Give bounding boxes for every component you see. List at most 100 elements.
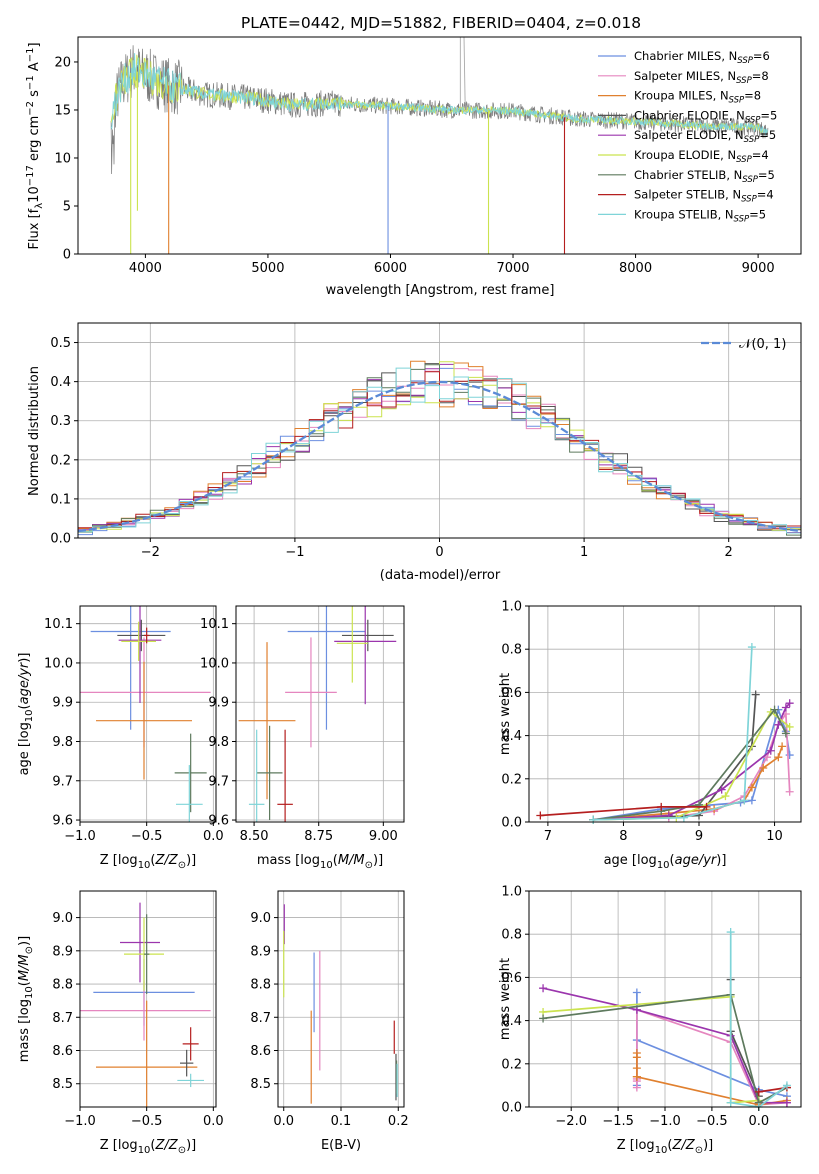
legend-label: Kroupa ELODIE, NSSP=4 (634, 148, 769, 165)
y-tick-label: 9.7 (52, 774, 73, 789)
weight-marker-salpeter_elodie (539, 984, 548, 993)
y-axis-label-part: ( (17, 704, 32, 709)
y-tick-label: 0.2 (501, 1057, 522, 1072)
legend-label-tail: =6 (753, 49, 770, 63)
weight-marker-kroupa_miles (632, 1072, 641, 1081)
y-tick-label: 0.2 (50, 453, 71, 468)
gaussian-curve (77, 380, 802, 533)
x-axis-label-part: ( (150, 1138, 155, 1153)
legend-label-main: Chabrier MILES, N (634, 49, 737, 63)
x-tick-label: 7000 (496, 261, 529, 276)
y-axis-label-part: λ (34, 203, 45, 209)
x-axis-label-part: ⊙ (178, 860, 186, 871)
y-tick-label: 9.0 (250, 911, 271, 926)
legend-label-sub: SSP (741, 195, 757, 205)
halpha-spike (459, 36, 466, 110)
y-tick-label: 20 (54, 55, 71, 70)
legend-label: Kroupa MILES, NSSP=8 (634, 89, 761, 106)
legend-label-sub: SSP (745, 115, 761, 125)
weight-marker-kroupa_stelib (589, 815, 598, 824)
x-tick-label: 8 (619, 829, 627, 844)
axes-frame (79, 605, 217, 823)
x-axis-label: wavelength [Angstrom, rest frame] (326, 283, 555, 298)
legend-label-main: Kroupa STELIB, N (634, 207, 734, 221)
x-axis-label-part: )] (716, 853, 726, 868)
legend-label-sub: SSP (744, 135, 760, 145)
legend-label: Kroupa STELIB, NSSP=5 (634, 207, 766, 224)
y-tick-label: 15 (54, 103, 71, 118)
figure-title: PLATE=0442, MJD=51882, FIBERID=0404, z=0… (241, 14, 641, 32)
y-tick-label: 10 (54, 151, 71, 166)
weight-marker-chabrier_stelib (539, 1014, 548, 1023)
weight-marker-kroupa_miles (778, 742, 787, 751)
x-axis-label-part: Z [log (100, 1138, 138, 1153)
y-tick-label: 8.7 (52, 1011, 73, 1026)
y-tick-label: 0.1 (50, 492, 71, 507)
legend-label-main: Kroupa ELODIE, N (634, 148, 736, 162)
legend-label-sub: SSP (736, 76, 752, 86)
y-tick-label: 8.9 (52, 944, 73, 959)
y-tick-label: 0.2 (501, 772, 522, 787)
x-tick-label: 7 (544, 829, 552, 844)
x-axis-label: age [log10(age/yr)] (604, 853, 727, 871)
y-tick-label: 0.8 (501, 643, 522, 658)
y-axis-label-part: age [log (17, 722, 32, 775)
legend-label-sub: SSP (736, 155, 752, 165)
y-tick-label: 9.8 (52, 735, 73, 750)
y-axis-label-part: 10 (27, 186, 42, 203)
weight-marker-kroupa_miles (774, 753, 783, 762)
weight-marker-kroupa_elodie (785, 722, 794, 731)
legend-label-tail: =5 (759, 128, 776, 142)
weight-marker-kroupa_miles (632, 1049, 641, 1057)
x-tick-label: −1.0 (64, 1114, 96, 1129)
weight-marker-salpeter_elodie (782, 1098, 791, 1107)
y-tick-label: 8.6 (250, 1044, 271, 1059)
x-tick-label: 9.00 (369, 829, 398, 844)
x-axis-label-part: age/yr (675, 853, 718, 868)
x-tick-label: 9000 (742, 261, 775, 276)
x-tick-label: −2 (141, 545, 160, 560)
y-tick-label: 0.0 (501, 816, 522, 831)
y-tick-label: 9.6 (208, 814, 229, 829)
x-tick-label: 0.0 (748, 1114, 769, 1129)
x-tick-label: 8.50 (240, 829, 269, 844)
legend-label-sub: SSP (734, 214, 750, 224)
x-tick-label: −1.5 (602, 1114, 634, 1129)
y-tick-label: 0.4 (501, 1014, 522, 1029)
y-tick-label: 10.1 (44, 617, 73, 632)
y-tick-label: 1.0 (501, 600, 522, 615)
age-vs-mass-panel: 8.50 8.75 9.00 9.6 9.7 9.8 9.9 10.0 10.1 mass [lo… (200, 605, 405, 871)
legend-label-tail: =4 (757, 188, 774, 202)
y-axis-label-part: Flux [f (27, 208, 42, 249)
y-tick-label: 8.8 (250, 978, 271, 993)
y-tick-label: 8.5 (250, 1077, 271, 1092)
y-axis-label-part: ⊙ (24, 946, 35, 954)
legend-label-tail: =4 (752, 148, 769, 162)
legend-label-sub: SSP (729, 96, 745, 106)
age-vs-metallicity-panel: −1.0 −0.5 0.09.69.79.89.910.010.1Z [log10(… (17, 605, 224, 871)
x-axis-label-part: ⊙ (365, 860, 373, 871)
weight-marker-salpeter_miles (785, 787, 794, 796)
x-tick-label: 0.2 (388, 1114, 409, 1129)
legend-label-main: Salpeter MILES, N (634, 69, 736, 83)
x-axis-label-part: ( (667, 1138, 672, 1153)
x-axis-label-part: 10 (138, 860, 151, 871)
weight-line-chabrier_miles (593, 706, 791, 821)
weight-marker-salpeter_elodie (785, 699, 794, 708)
weight-marker-kroupa_stelib (726, 928, 735, 937)
x-axis-label-part: 10 (138, 1145, 151, 1156)
legend-label: Chabrier ELODIE, NSSP=5 (634, 108, 777, 125)
y-tick-label: 10.0 (44, 656, 73, 671)
y-tick-label: 9.6 (52, 814, 73, 829)
y-tick-label: 0.5 (50, 336, 71, 351)
y-axis-label-part: −1 (25, 75, 36, 90)
y-axis-label-part: )] (17, 936, 32, 946)
y-tick-label: 10.1 (200, 617, 229, 632)
weight-marker-kroupa_stelib (747, 643, 756, 652)
x-tick-label: 8000 (619, 261, 652, 276)
residual-histogram-salpeter_stelib (78, 371, 801, 530)
x-axis-label-part: 10 (320, 860, 333, 871)
x-tick-label: −0.5 (131, 1114, 163, 1129)
weight-line-chabrier_stelib (593, 708, 787, 821)
x-axis-label-part: )] (703, 1138, 713, 1153)
